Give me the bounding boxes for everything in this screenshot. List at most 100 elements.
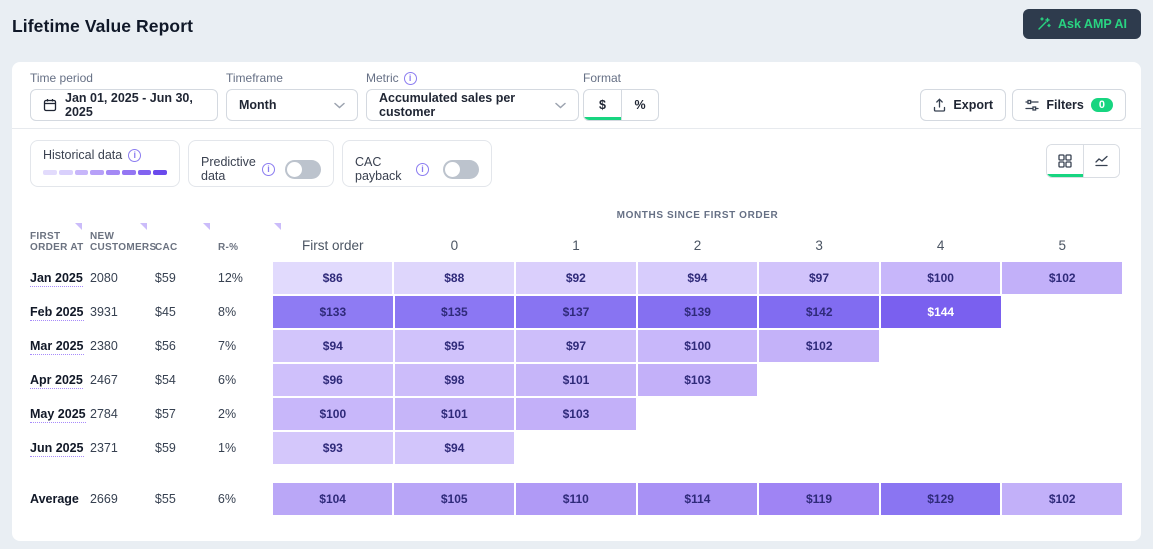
cac-value: $45 — [155, 305, 176, 319]
column-header: 3 — [815, 238, 823, 253]
column-header: 5 — [1058, 238, 1067, 253]
heat-cells: $94 $95 $97 $100 $102 — [273, 330, 879, 362]
heat-cell: $103 — [637, 364, 758, 396]
retention-header: R-% — [218, 223, 281, 253]
month-label[interactable]: Feb 2025 — [30, 305, 84, 321]
format-percent-button[interactable]: % — [621, 90, 658, 120]
column-header: 4 — [936, 238, 945, 253]
heat-cell: $139 — [637, 296, 758, 328]
gradient-segment — [43, 170, 57, 175]
heat-cell: $144 — [880, 296, 1001, 328]
filters-count-badge: 0 — [1090, 98, 1113, 112]
months-since-first-order-header: MONTHS SINCE FIRST ORDER — [616, 210, 779, 221]
heat-cell: $142 — [759, 296, 879, 328]
view-switcher — [1046, 144, 1120, 178]
page-title: Lifetime Value Report — [12, 16, 194, 36]
divider — [12, 128, 1141, 129]
heat-cell: $97 — [759, 262, 879, 294]
chart-view-button[interactable] — [1083, 145, 1119, 177]
time-period-label: Time period — [30, 71, 93, 85]
timeframe-select[interactable]: Month — [226, 89, 358, 121]
heat-cell: $100 — [637, 330, 758, 362]
sort-corner-icon — [274, 223, 281, 230]
column-header: 0 — [450, 238, 459, 253]
heat-cell: $92 — [516, 262, 636, 294]
cohort-table: Jan 2025 2080 $59 12% $86 $88 $92 $94 $97 $100 $10… — [30, 262, 1122, 517]
new-customers-value: 2371 — [90, 441, 118, 455]
heat-cell: $105 — [394, 483, 515, 515]
month-label[interactable]: Apr 2025 — [30, 373, 83, 389]
gradient-segment — [74, 170, 89, 175]
sliders-icon — [1025, 99, 1040, 112]
month-label[interactable]: Jan 2025 — [30, 271, 83, 287]
gradient-segment — [137, 170, 152, 175]
heat-cell: $94 — [273, 330, 393, 362]
metric-select[interactable]: Accumulated sales per customer — [366, 89, 579, 121]
magic-wand-icon — [1037, 17, 1051, 31]
chevron-down-icon — [334, 102, 345, 109]
filters-button[interactable]: Filters 0 — [1012, 89, 1126, 121]
cac-value: $56 — [155, 339, 176, 353]
format-toggle: $ % — [583, 89, 659, 121]
heat-cell: $103 — [516, 398, 636, 430]
heat-cell: $94 — [394, 432, 515, 464]
new-customers-value: 3931 — [90, 305, 118, 319]
heat-cells: $104 $105 $110 $114 $119 $129 $102 — [272, 483, 1122, 515]
new-customers-value: 2669 — [89, 492, 118, 506]
new-customers-value: 2467 — [90, 373, 118, 387]
retention-value: 12% — [217, 271, 243, 285]
heat-cells: $100 $101 $103 — [273, 398, 636, 430]
heat-cells: $133 $135 $137 $139 $142 $144 — [273, 296, 1001, 328]
cac-payback-box: CAC payback i — [342, 140, 492, 187]
cohort-row: Jan 2025 2080 $59 12% $86 $88 $92 $94 $97 $100 $10… — [30, 262, 1122, 294]
cac-value: $59 — [154, 271, 176, 285]
heat-cell: $101 — [516, 364, 636, 396]
heat-cell: $95 — [394, 330, 515, 362]
report-card: Time period Timeframe Metric i Format Ja… — [12, 62, 1141, 541]
grid-icon — [1058, 154, 1072, 168]
chevron-down-icon — [555, 102, 566, 109]
ask-amp-ai-button[interactable]: Ask AMP AI — [1022, 9, 1141, 39]
cac-value: $55 — [154, 492, 176, 506]
sort-corner-icon — [140, 223, 147, 230]
predictive-info-icon[interactable]: i — [262, 162, 275, 176]
heat-cell: $88 — [394, 262, 515, 294]
average-row: Average 2669 $55 6% $104 $105 $110 $114 $119 $129… — [30, 483, 1122, 515]
export-icon — [933, 98, 946, 112]
month-label[interactable]: May 2025 — [30, 407, 86, 423]
retention-value: 2% — [218, 407, 237, 421]
sort-corner-icon — [203, 223, 210, 230]
retention-value: 8% — [218, 305, 237, 319]
heat-cell: $93 — [273, 432, 393, 464]
retention-value: 6% — [218, 373, 237, 387]
month-label[interactable]: Jun 2025 — [30, 441, 84, 457]
heat-cell: $119 — [759, 483, 879, 515]
cac-header: CAC — [155, 223, 218, 253]
heat-cell: $98 — [394, 364, 515, 396]
column-header: 1 — [572, 238, 580, 253]
heat-cell: $133 — [273, 296, 393, 328]
heat-cells: $86 $88 $92 $94 $97 $100 $102 — [272, 262, 1122, 294]
export-button[interactable]: Export — [920, 89, 1006, 121]
predictive-data-box: Predictive data i — [188, 140, 334, 187]
timeframe-label: Timeframe — [226, 71, 283, 85]
metric-info-icon[interactable]: i — [403, 71, 417, 85]
grid-view-button[interactable] — [1047, 145, 1083, 177]
historical-gradient-legend — [43, 170, 167, 175]
heat-cell: $96 — [273, 364, 393, 396]
cac-payback-info-icon[interactable]: i — [416, 162, 429, 176]
cac-payback-toggle[interactable] — [443, 159, 479, 179]
predictive-data-toggle[interactable] — [285, 159, 321, 179]
new-customers-value: 2784 — [90, 407, 118, 421]
heat-cell: $102 — [1002, 262, 1122, 294]
cohort-row: Apr 2025 2467 $54 6% $96 $98 $101 $103 — [30, 364, 1122, 396]
first-order-at-header: FIRST ORDER AT — [30, 223, 90, 253]
historical-info-icon[interactable]: i — [128, 148, 142, 162]
time-period-input[interactable]: Jan 01, 2025 - Jun 30, 2025 — [30, 89, 218, 121]
line-chart-icon — [1094, 154, 1109, 168]
sort-corner-icon — [75, 223, 82, 230]
format-dollar-button[interactable]: $ — [584, 90, 621, 120]
heat-cell: $100 — [273, 398, 393, 430]
heat-cell: $101 — [394, 398, 515, 430]
month-label[interactable]: Mar 2025 — [30, 339, 84, 355]
